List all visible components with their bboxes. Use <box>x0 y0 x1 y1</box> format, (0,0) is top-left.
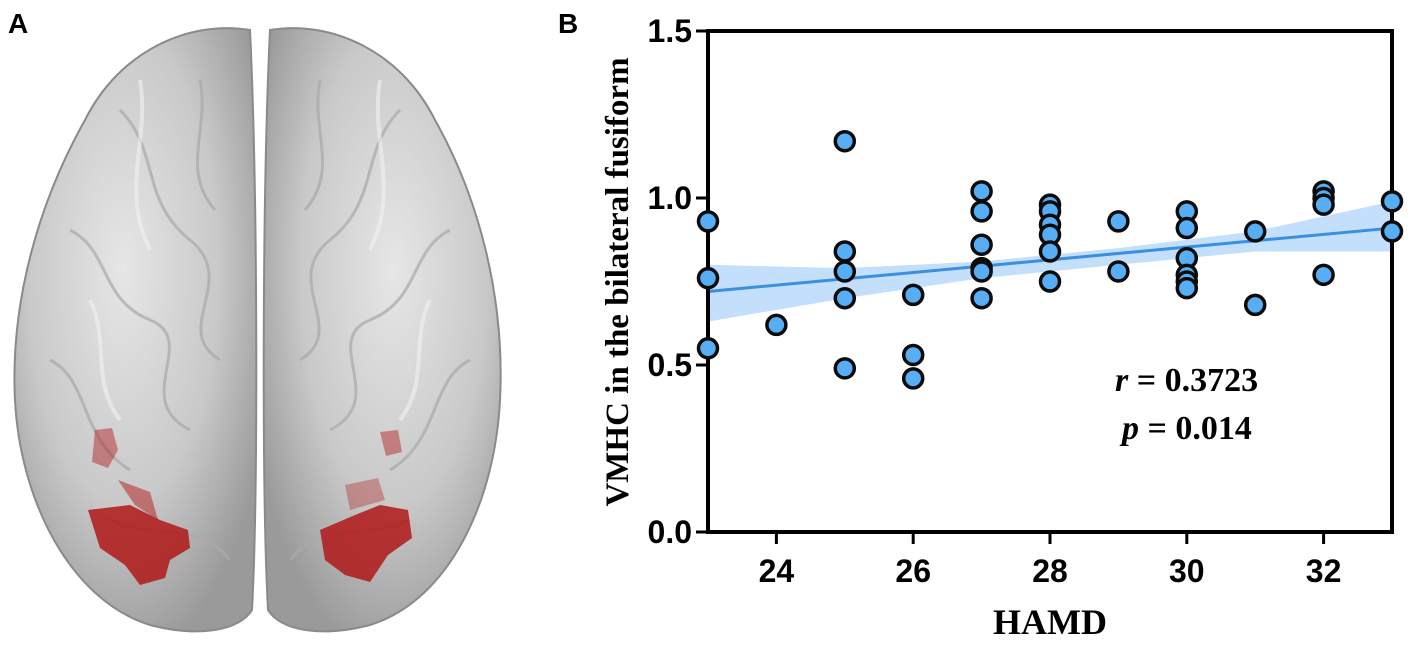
data-point <box>901 283 925 307</box>
data-point <box>1175 216 1199 240</box>
left-hemisphere <box>13 27 258 633</box>
right-hemisphere <box>262 27 502 633</box>
data-point <box>696 266 720 290</box>
data-point <box>970 200 993 223</box>
data-point <box>696 210 720 233</box>
x-tick-label: 30 <box>1169 553 1205 589</box>
data-point <box>970 233 993 257</box>
brain-surface-image <box>13 27 502 633</box>
data-point <box>833 286 857 310</box>
x-tick-label: 26 <box>895 553 931 589</box>
data-point <box>833 260 857 283</box>
data-point <box>1243 293 1267 317</box>
data-point <box>833 357 857 380</box>
data-point <box>833 129 857 153</box>
data-point <box>1175 276 1199 300</box>
panel-a-label: A <box>8 8 29 39</box>
x-tick-label: 32 <box>1306 553 1342 589</box>
data-point <box>970 180 993 203</box>
data-point <box>970 286 993 310</box>
right-fusiform-cluster <box>320 430 412 582</box>
data-point <box>1038 270 1062 293</box>
data-point <box>1038 240 1062 263</box>
data-point <box>696 337 720 360</box>
panel-b-label: B <box>558 8 579 39</box>
data-point <box>1380 220 1404 243</box>
x-tick-label: 28 <box>1032 553 1068 589</box>
data-point <box>1243 220 1267 243</box>
data-point <box>765 313 788 337</box>
r-annotation: r = 0.3723 <box>1115 362 1258 399</box>
data-point <box>970 260 993 283</box>
y-tick-label: 1.5 <box>648 13 692 49</box>
y-axis-label: VMHC in the bilateral fusiform <box>600 57 636 506</box>
y-tick-label: 0.0 <box>648 514 692 550</box>
data-point <box>833 240 857 263</box>
x-tick-label: 24 <box>759 553 795 589</box>
y-tick-label: 1.0 <box>648 180 692 216</box>
data-point <box>1312 193 1335 216</box>
data-point <box>1380 190 1404 213</box>
data-point <box>901 367 925 390</box>
left-fusiform-cluster <box>88 428 190 585</box>
p-annotation: p = 0.014 <box>1119 410 1252 447</box>
data-point <box>1107 210 1130 233</box>
data-point <box>1107 260 1130 283</box>
y-tick-label: 0.5 <box>648 347 692 383</box>
x-axis-label: HAMD <box>993 602 1107 642</box>
data-point <box>1312 263 1335 287</box>
data-point <box>901 343 925 367</box>
